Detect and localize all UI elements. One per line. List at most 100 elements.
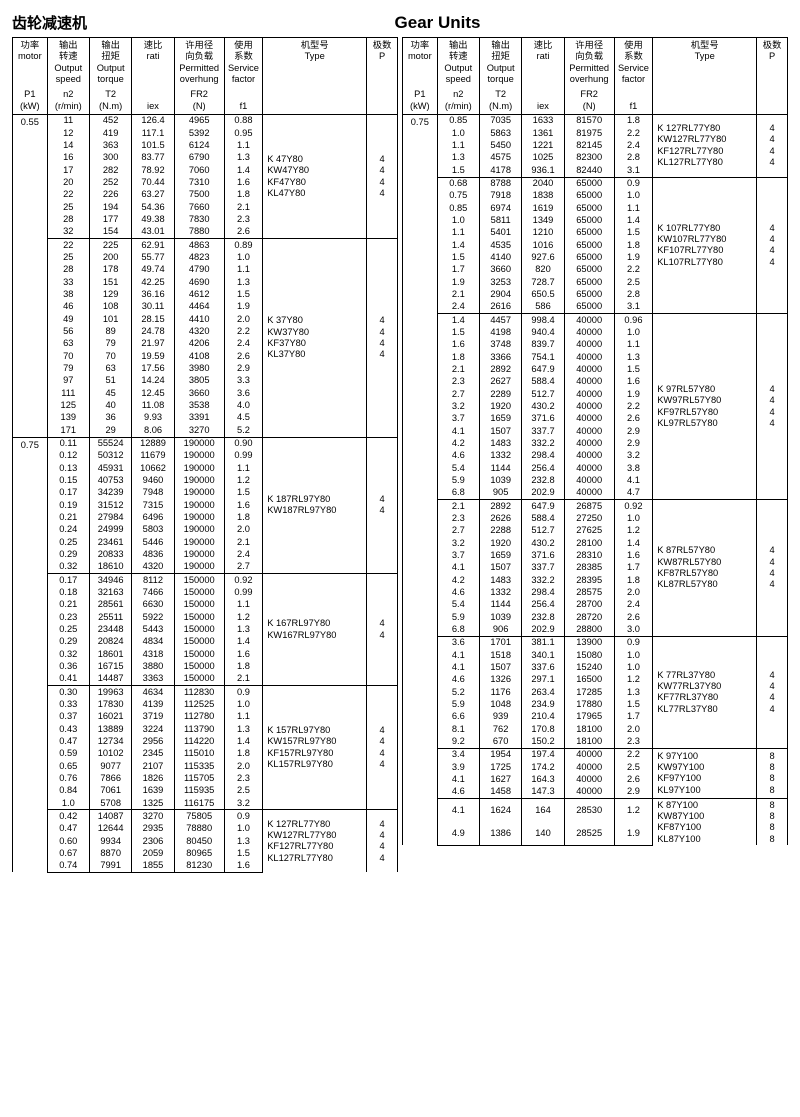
p1-cell: 0.55 — [13, 114, 48, 437]
header-p1: 功率motor — [13, 38, 48, 88]
n2-cell: 2.1 — [437, 289, 479, 301]
t2-cell: 34239 — [89, 487, 131, 499]
t2-cell: 24999 — [89, 524, 131, 536]
fr2-cell: 28800 — [564, 623, 614, 636]
iex-cell: 337.7 — [522, 562, 564, 574]
iex-cell: 1210 — [522, 227, 564, 239]
iex-cell: 42.25 — [132, 276, 174, 288]
type-entry: KL127RL77Y80 — [657, 157, 755, 168]
f1-cell: 1.9 — [614, 252, 653, 264]
fr2-cell: 7830 — [174, 214, 224, 226]
n2-cell: 0.11 — [47, 437, 89, 450]
f1-cell: 1.8 — [224, 748, 263, 760]
n2-cell: 25 — [47, 252, 89, 264]
fr2-cell: 28385 — [564, 562, 614, 574]
type-entry: KW97RL57Y80 — [657, 395, 755, 406]
header-iex-sub: iex — [132, 87, 174, 114]
n2-cell: 4.1 — [437, 562, 479, 574]
f1-cell: 2.2 — [224, 326, 263, 338]
type-entry: K 187RL97Y80 — [267, 494, 365, 505]
t2-cell: 55524 — [89, 437, 131, 450]
n2-cell: 0.29 — [47, 548, 89, 560]
n2-cell: 0.32 — [47, 561, 89, 574]
fr2-cell: 78880 — [174, 823, 224, 835]
p-cell: 4444 — [367, 239, 398, 437]
f1-cell: 2.1 — [224, 673, 263, 686]
t2-cell: 108 — [89, 301, 131, 313]
n2-cell: 17 — [47, 164, 89, 176]
iex-cell: 2956 — [132, 735, 174, 747]
fr2-cell: 4612 — [174, 289, 224, 301]
type-entry: K 37Y80 — [267, 315, 365, 326]
n2-cell: 4.1 — [437, 425, 479, 437]
f1-cell: 1.5 — [224, 487, 263, 499]
n2-cell: 63 — [47, 338, 89, 350]
t2-cell: 363 — [89, 140, 131, 152]
fr2-cell: 3270 — [174, 424, 224, 437]
t2-cell: 1458 — [479, 786, 521, 799]
fr2-cell: 115935 — [174, 785, 224, 797]
n2-cell: 9.2 — [437, 735, 479, 748]
f1-cell: 1.6 — [224, 648, 263, 660]
fr2-cell: 28395 — [564, 574, 614, 586]
fr2-cell: 82145 — [564, 140, 614, 152]
t2-cell: 300 — [89, 152, 131, 164]
fr2-cell: 4410 — [174, 313, 224, 325]
data-row: 2222562.9148630.89K 37Y80KW37Y80KF37Y80K… — [13, 239, 398, 252]
f1-cell: 1.0 — [614, 661, 653, 673]
iex-cell: 4634 — [132, 686, 174, 699]
fr2-cell: 150000 — [174, 673, 224, 686]
n2-cell: 5.4 — [437, 462, 479, 474]
iex-cell: 820 — [522, 264, 564, 276]
t2-cell: 1627 — [479, 773, 521, 785]
header-fr2: 许用径向负载Permittedoverhung — [174, 38, 224, 88]
t2-cell: 2288 — [479, 525, 521, 537]
n2-cell: 1.5 — [437, 327, 479, 339]
t2-cell: 2289 — [479, 388, 521, 400]
data-row: 1.44457998.4400000.96K 97RL57Y80KW97RL57… — [403, 314, 788, 327]
f1-cell: 1.2 — [614, 525, 653, 537]
iex-cell: 256.4 — [522, 462, 564, 474]
n2-cell: 4.1 — [437, 773, 479, 785]
fr2-cell: 115010 — [174, 748, 224, 760]
n2-cell: 38 — [47, 289, 89, 301]
f1-cell: 1.5 — [614, 227, 653, 239]
n2-cell: 0.37 — [47, 711, 89, 723]
fr2-cell: 190000 — [174, 536, 224, 548]
p-cell: 8888 — [757, 748, 788, 798]
header-f1-sub: f1 — [614, 87, 653, 114]
f1-cell: 2.0 — [224, 313, 263, 325]
iex-cell: 512.7 — [522, 525, 564, 537]
n2-cell: 56 — [47, 326, 89, 338]
iex-cell: 1619 — [522, 202, 564, 214]
n2-cell: 1.4 — [437, 239, 479, 251]
iex-cell: 647.9 — [522, 364, 564, 376]
n2-cell: 28 — [47, 264, 89, 276]
fr2-cell: 150000 — [174, 599, 224, 611]
n2-cell: 3.2 — [437, 537, 479, 549]
f1-cell: 2.6 — [614, 611, 653, 623]
n2-cell: 1.3 — [437, 152, 479, 164]
fr2-cell: 15080 — [564, 649, 614, 661]
iex-cell: 332.2 — [522, 438, 564, 450]
t2-cell: 178 — [89, 264, 131, 276]
type-cell: K 47Y80KW47Y80KF47Y80KL47Y80 — [263, 114, 367, 238]
n2-cell: 3.7 — [437, 413, 479, 425]
fr2-cell: 82300 — [564, 152, 614, 164]
iex-cell: 3880 — [132, 660, 174, 672]
n2-cell: 1.5 — [437, 164, 479, 177]
f1-cell: 1.5 — [224, 289, 263, 301]
t2-cell: 154 — [89, 226, 131, 239]
n2-cell: 0.85 — [437, 202, 479, 214]
iex-cell: 588.4 — [522, 376, 564, 388]
t2-cell: 1701 — [479, 636, 521, 649]
n2-cell: 4.6 — [437, 786, 479, 799]
n2-cell: 2.3 — [437, 512, 479, 524]
t2-cell: 670 — [479, 735, 521, 748]
t2-cell: 10102 — [89, 748, 131, 760]
t2-cell: 23448 — [89, 623, 131, 635]
n2-cell: 0.85 — [437, 114, 479, 127]
f1-cell: 0.92 — [614, 500, 653, 513]
header-p1-sub: P1(kW) — [403, 87, 438, 114]
fr2-cell: 150000 — [174, 586, 224, 598]
